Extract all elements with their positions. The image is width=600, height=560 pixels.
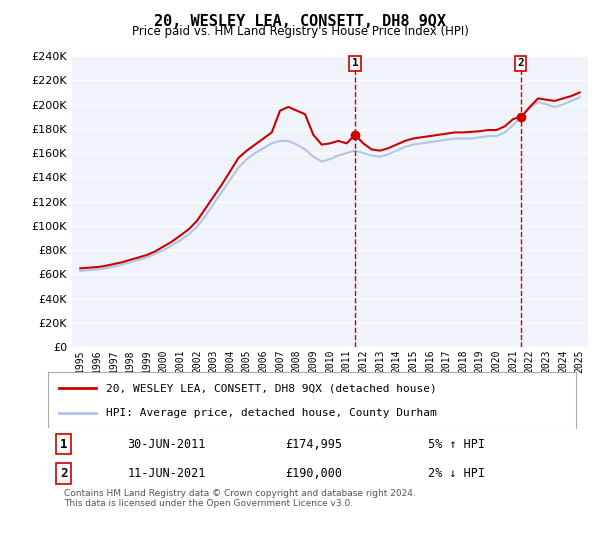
Text: 5% ↑ HPI: 5% ↑ HPI: [428, 437, 485, 451]
Text: 11-JUN-2021: 11-JUN-2021: [127, 467, 206, 480]
Text: 20, WESLEY LEA, CONSETT, DH8 9QX (detached house): 20, WESLEY LEA, CONSETT, DH8 9QX (detach…: [106, 383, 437, 393]
Text: 2: 2: [60, 467, 68, 480]
Text: £174,995: £174,995: [286, 437, 343, 451]
Text: 2: 2: [517, 58, 524, 68]
Text: £190,000: £190,000: [286, 467, 343, 480]
Text: 1: 1: [60, 437, 68, 451]
Text: Contains HM Land Registry data © Crown copyright and database right 2024.
This d: Contains HM Land Registry data © Crown c…: [64, 489, 416, 508]
Text: 30-JUN-2011: 30-JUN-2011: [127, 437, 206, 451]
Text: Price paid vs. HM Land Registry's House Price Index (HPI): Price paid vs. HM Land Registry's House …: [131, 25, 469, 38]
Text: HPI: Average price, detached house, County Durham: HPI: Average price, detached house, Coun…: [106, 408, 437, 418]
Text: 2% ↓ HPI: 2% ↓ HPI: [428, 467, 485, 480]
Text: 20, WESLEY LEA, CONSETT, DH8 9QX: 20, WESLEY LEA, CONSETT, DH8 9QX: [154, 14, 446, 29]
Text: 1: 1: [352, 58, 358, 68]
